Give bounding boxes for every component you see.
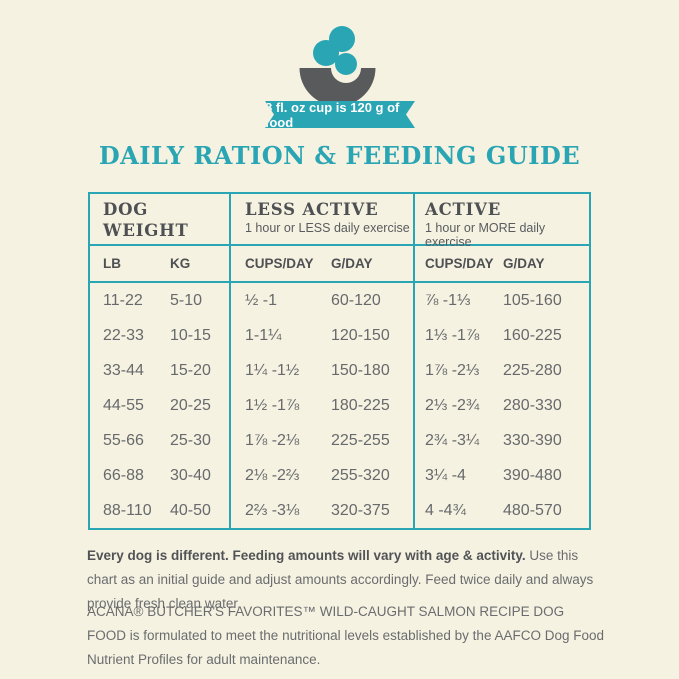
table-cell: 120-150 bbox=[327, 318, 415, 353]
table-cell: 5-10 bbox=[157, 283, 231, 318]
table-cell: 22-33 bbox=[103, 326, 144, 344]
page-title: DAILY RATION & FEEDING GUIDE bbox=[98, 141, 581, 170]
table-cell: 15-20 bbox=[157, 353, 231, 388]
table-cell: 480-570 bbox=[503, 501, 562, 519]
column-header: LB bbox=[103, 256, 121, 271]
table-cell: 66-88 bbox=[103, 466, 144, 484]
table-cell: 1⅞ -2⅓ bbox=[425, 361, 480, 379]
table-cell: ½ -1 bbox=[245, 291, 278, 309]
feeding-note-text: Use this chart as an initial guide and a… bbox=[87, 548, 594, 611]
table-cell: ⅞ -1⅓ bbox=[425, 291, 471, 309]
table-cell: 280-330 bbox=[503, 396, 562, 414]
group-active: ACTIVE 1 hour or MORE daily exercise bbox=[415, 194, 589, 249]
table-cell: 225-255 bbox=[327, 423, 415, 458]
group-title: LESS ACTIVE bbox=[245, 200, 379, 219]
table-cell: 160-225 bbox=[503, 326, 562, 344]
table-cell: 225-280 bbox=[503, 361, 562, 379]
table-cell: 2⅛ -2⅔ bbox=[245, 466, 300, 484]
table-row: 33-44 15-20 1¼ -1½ 150-180 1⅞ -2⅓ 225-28… bbox=[90, 353, 589, 388]
table-cell: 330-390 bbox=[503, 431, 562, 449]
feeding-table: DOG WEIGHT LESS ACTIVE 1 hour or LESS da… bbox=[88, 192, 591, 530]
table-cell: 55-66 bbox=[103, 431, 144, 449]
table-cell: 320-375 bbox=[327, 493, 415, 528]
table-cell: 4 -4¾ bbox=[425, 501, 466, 519]
column-header: G/DAY bbox=[327, 246, 415, 281]
cup-measure-text: 8 fl. oz cup is 120 g of food bbox=[265, 99, 400, 130]
table-cell: 150-180 bbox=[327, 353, 415, 388]
table-cell: 25-30 bbox=[157, 423, 231, 458]
column-header: CUPS/DAY bbox=[245, 256, 314, 271]
table-cell: 20-25 bbox=[157, 388, 231, 423]
column-header: G/DAY bbox=[503, 256, 545, 271]
table-cell: 10-15 bbox=[157, 318, 231, 353]
table-cell: 88-110 bbox=[103, 501, 152, 519]
table-column-header-row: LB KG CUPS/DAY G/DAY CUPS/DAY G/DAY bbox=[90, 246, 589, 283]
group-subtitle: 1 hour or LESS daily exercise bbox=[245, 221, 410, 235]
table-cell: 1¼ -1½ bbox=[245, 361, 300, 379]
aafco-statement-text: ACANA® BUTCHER'S FAVORITES™ WILD-CAUGHT … bbox=[87, 604, 604, 667]
table-cell: 33-44 bbox=[103, 361, 144, 379]
column-header: CUPS/DAY bbox=[425, 256, 494, 271]
column-header: KG bbox=[157, 246, 231, 281]
table-cell: 2⅓ -2¾ bbox=[425, 396, 480, 414]
group-less-active: LESS ACTIVE 1 hour or LESS daily exercis… bbox=[231, 194, 415, 249]
table-row: 55-66 25-30 1⅞ -2⅛ 225-255 2¾ -3¼ 330-39… bbox=[90, 423, 589, 458]
table-cell: 390-480 bbox=[503, 466, 562, 484]
table-cell: 3¼ -4 bbox=[425, 466, 466, 484]
table-cell: 30-40 bbox=[157, 458, 231, 493]
table-cell: 2¾ -3¼ bbox=[425, 431, 480, 449]
group-dog-weight: DOG WEIGHT bbox=[90, 194, 231, 249]
table-row: 44-55 20-25 1½ -1⅞ 180-225 2⅓ -2¾ 280-33… bbox=[90, 388, 589, 423]
feeding-note: Every dog is different. Feeding amounts … bbox=[87, 544, 605, 616]
table-cell: 1⅞ -2⅛ bbox=[245, 431, 300, 449]
table-cell: 180-225 bbox=[327, 388, 415, 423]
table-cell: 2⅔ -3⅛ bbox=[245, 501, 300, 519]
table-cell: 11-22 bbox=[103, 291, 143, 309]
bowl-and-kibble-icon bbox=[280, 24, 400, 108]
bowl-icon bbox=[299, 26, 376, 106]
group-title: ACTIVE bbox=[425, 200, 502, 219]
table-row: 66-88 30-40 2⅛ -2⅔ 255-320 3¼ -4 390-480 bbox=[90, 458, 589, 493]
table-cell: 44-55 bbox=[103, 396, 144, 414]
feeding-note-emphasis: Every dog is different. Feeding amounts … bbox=[87, 548, 530, 563]
table-row: 22-33 10-15 1-1¼ 120-150 1⅓ -1⅞ 160-225 bbox=[90, 318, 589, 353]
table-group-header-row: DOG WEIGHT LESS ACTIVE 1 hour or LESS da… bbox=[90, 194, 589, 249]
table-cell: 1-1¼ bbox=[245, 326, 282, 344]
table-row: 11-22 5-10 ½ -1 60-120 ⅞ -1⅓ 105-160 bbox=[90, 283, 589, 318]
table-cell: 60-120 bbox=[327, 283, 415, 318]
cup-measure-banner: 8 fl. oz cup is 120 g of food bbox=[265, 101, 415, 128]
table-cell: 255-320 bbox=[327, 458, 415, 493]
group-title: DOG WEIGHT bbox=[103, 200, 189, 240]
table-cell: 1⅓ -1⅞ bbox=[425, 326, 480, 344]
group-subtitle: 1 hour or MORE daily exercise bbox=[425, 221, 546, 249]
table-row: 88-110 40-50 2⅔ -3⅛ 320-375 4 -4¾ 480-57… bbox=[90, 493, 589, 528]
table-cell: 40-50 bbox=[157, 493, 231, 528]
table-cell: 105-160 bbox=[503, 291, 562, 309]
aafco-statement: ACANA® BUTCHER'S FAVORITES™ WILD-CAUGHT … bbox=[87, 600, 605, 672]
table-cell: 1½ -1⅞ bbox=[245, 396, 300, 414]
